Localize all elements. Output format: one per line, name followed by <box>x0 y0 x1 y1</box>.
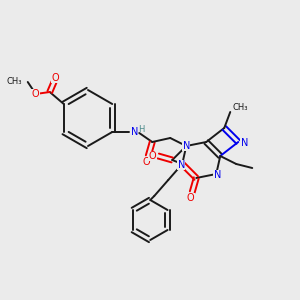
Text: O: O <box>52 73 60 83</box>
Text: O: O <box>32 89 40 99</box>
Text: O: O <box>186 193 194 203</box>
Text: O: O <box>148 151 156 161</box>
Text: N: N <box>130 127 138 137</box>
Text: N: N <box>214 170 221 180</box>
Text: H: H <box>138 124 144 134</box>
Text: N: N <box>178 160 185 170</box>
Text: N: N <box>241 138 248 148</box>
Text: O: O <box>142 157 150 167</box>
Text: CH₃: CH₃ <box>6 77 22 86</box>
Text: N: N <box>183 141 190 151</box>
Text: CH₃: CH₃ <box>232 103 248 112</box>
